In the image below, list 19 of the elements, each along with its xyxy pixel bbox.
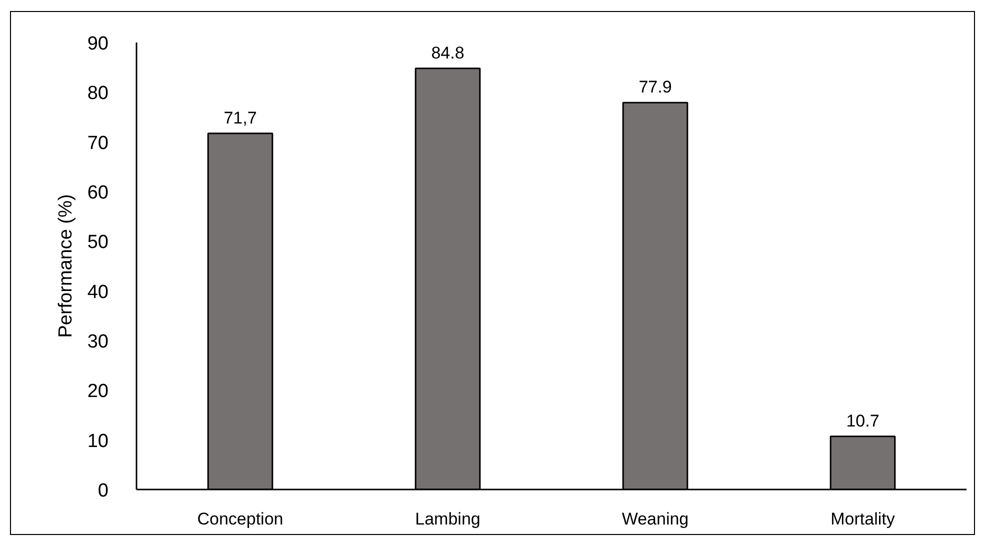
data-label: 77.9 (638, 78, 672, 97)
y-tick-label: 70 (87, 132, 109, 154)
data-label: 10.7 (846, 411, 880, 430)
y-tick-label: 50 (87, 232, 109, 254)
y-tick-label: 0 (98, 480, 109, 502)
y-tick-label: 20 (87, 381, 109, 402)
y-tick-label: 90 (87, 34, 109, 54)
y-tick-label: 10 (87, 430, 109, 452)
y-tick-label: 60 (87, 182, 109, 204)
data-label: 84.8 (431, 43, 464, 62)
x-tick-label: Mortality (830, 510, 896, 528)
data-label: 71,7 (224, 108, 257, 128)
y-tick-label: 80 (87, 83, 109, 104)
x-tick-label: Lambing (415, 510, 480, 528)
x-tick-label: Weaning (622, 510, 689, 528)
y-tick-label: 30 (87, 332, 109, 352)
y-tick-label: 40 (87, 282, 109, 303)
x-tick-label: Conception (197, 510, 284, 528)
y-axis-title: Performance (%) (55, 194, 76, 338)
